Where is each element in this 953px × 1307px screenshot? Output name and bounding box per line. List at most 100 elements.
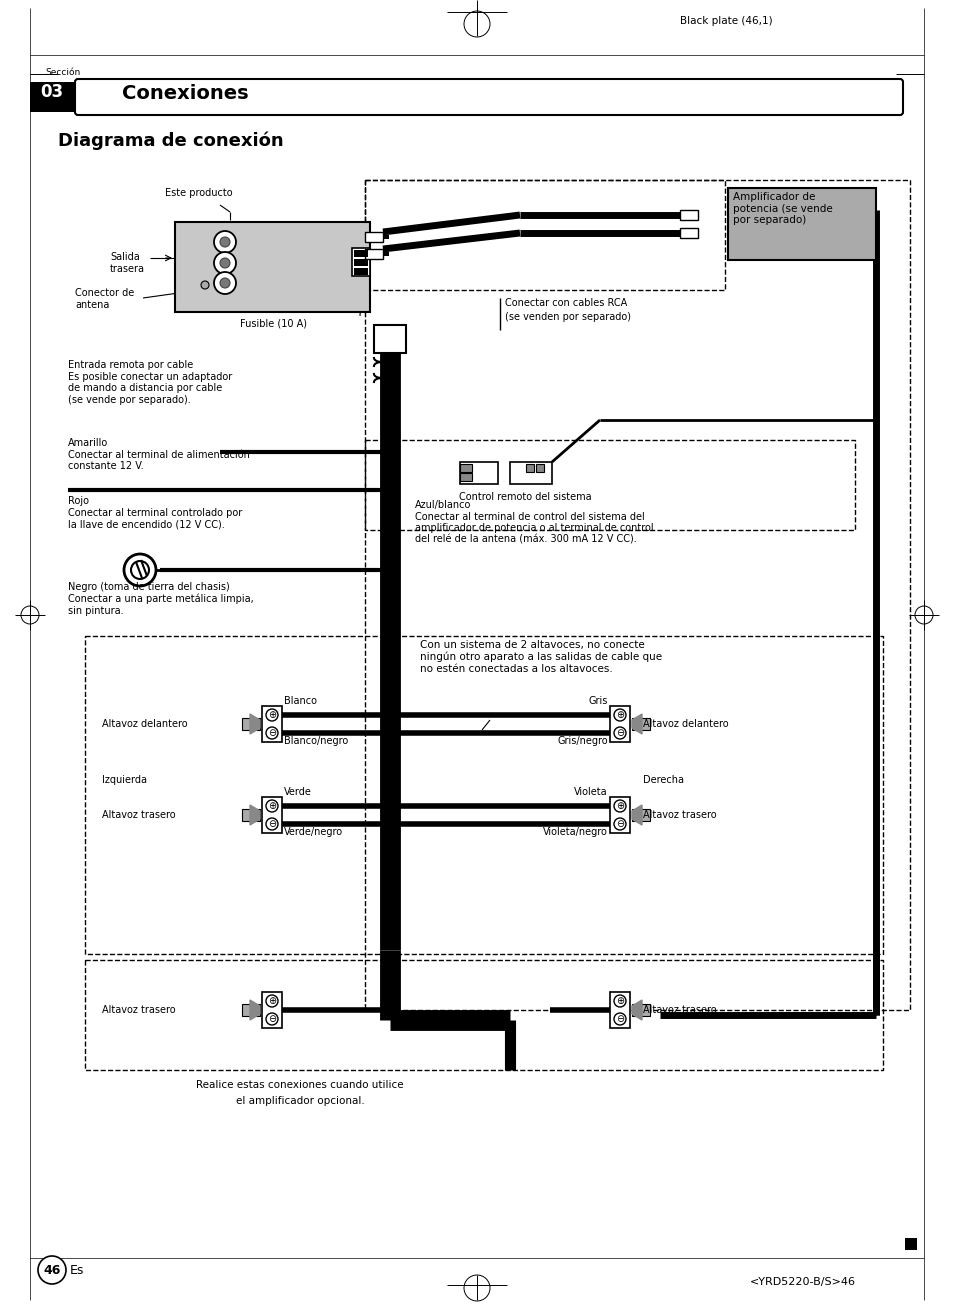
Text: Altavoz trasero: Altavoz trasero [102,810,175,819]
Bar [85,961,882,1070]
Text: Es: Es [70,1264,84,1277]
Bar [382,252,389,256]
Bar [671,231,679,235]
Text: Blanco/negro: Blanco/negro [284,736,348,746]
Bar [609,706,629,742]
Text: 46: 46 [43,1264,61,1277]
Text: ⊖: ⊖ [268,728,275,738]
Text: Violeta/negro: Violeta/negro [542,827,607,836]
Text: Altavoz trasero: Altavoz trasero [642,810,716,819]
Bar [510,461,552,484]
Text: <YRD5220-B/S>46: <YRD5220-B/S>46 [749,1277,855,1287]
Text: Conectar con cables RCA: Conectar con cables RCA [504,298,626,308]
Text: 03: 03 [40,84,64,101]
Text: Este producto: Este producto [165,188,233,197]
Text: ⊖: ⊖ [616,1014,623,1023]
Polygon shape [250,805,260,825]
Bar [354,268,368,274]
Bar [85,637,882,954]
Circle shape [220,257,230,268]
Circle shape [614,1013,625,1025]
Polygon shape [631,805,641,825]
Polygon shape [250,1000,260,1019]
Circle shape [266,818,277,830]
Bar [459,464,472,472]
Circle shape [614,995,625,1006]
Polygon shape [250,714,260,735]
Circle shape [266,800,277,812]
Circle shape [266,708,277,721]
Circle shape [213,231,235,254]
Circle shape [213,252,235,274]
Circle shape [220,278,230,288]
Text: ⊕: ⊕ [616,996,623,1006]
Bar [679,210,698,220]
Text: Negro (toma de tierra del chasis)
Conectar a una parte metálica limpia,
sin pint: Negro (toma de tierra del chasis) Conect… [68,582,253,616]
Bar [679,227,698,238]
Bar [609,992,629,1029]
Bar [459,461,497,484]
Bar [262,992,282,1029]
Circle shape [614,727,625,738]
Text: ⊕: ⊕ [268,710,275,720]
Bar [365,180,909,1010]
Text: Black plate (46,1): Black plate (46,1) [679,16,772,26]
Text: Amarillo
Conectar al terminal de alimentación
constante 12 V.: Amarillo Conectar al terminal de aliment… [68,438,250,472]
Text: ⊖: ⊖ [268,819,275,829]
Text: Derecha: Derecha [642,775,683,786]
Bar [904,1238,916,1249]
Polygon shape [631,714,641,735]
Text: ⊕: ⊕ [616,710,623,720]
Bar [609,797,629,833]
Text: Entrada remota por cable
Es posible conectar un adaptador
de mando a distancia p: Entrada remota por cable Es posible cone… [68,359,232,405]
Bar [525,464,534,472]
Bar [30,82,74,112]
Circle shape [213,272,235,294]
Text: Altavoz trasero: Altavoz trasero [102,1005,175,1016]
Bar [631,718,649,731]
Polygon shape [631,1000,641,1019]
Text: Violeta: Violeta [574,787,607,797]
Text: Diagrama de conexión: Diagrama de conexión [58,132,283,150]
Text: ⊖: ⊖ [268,1014,275,1023]
Bar [262,797,282,833]
Text: Con un sistema de 2 altavoces, no conecte
ningún otro aparato a las salidas de c: Con un sistema de 2 altavoces, no conect… [419,640,661,674]
Text: ⊕: ⊕ [616,801,623,812]
Text: ⊕: ⊕ [268,801,275,812]
Bar [242,718,260,731]
Text: Altavoz trasero: Altavoz trasero [642,1005,716,1016]
Circle shape [38,1256,66,1283]
Text: Verde/negro: Verde/negro [284,827,343,836]
Text: Verde: Verde [284,787,312,797]
Bar [242,809,260,821]
Circle shape [614,818,625,830]
Bar [354,259,368,267]
Bar [382,235,389,239]
Text: Sección: Sección [45,68,80,77]
Text: Rojo
Conectar al terminal controlado por
la llave de encendido (12 V CC).: Rojo Conectar al terminal controlado por… [68,495,242,529]
Text: Conector de
antena: Conector de antena [75,288,134,310]
Bar [262,706,282,742]
Circle shape [266,727,277,738]
Text: ⊖: ⊖ [616,819,623,829]
Text: Gris/negro: Gris/negro [557,736,607,746]
Text: Fusible (10 A): Fusible (10 A) [240,318,307,328]
Bar [242,1004,260,1016]
Circle shape [201,281,209,289]
Bar [365,233,382,242]
Bar [174,222,370,312]
Bar [374,325,406,353]
Bar [365,440,854,531]
Text: Amplificador de
potencia (se vende
por separado): Amplificador de potencia (se vende por s… [732,192,832,225]
Text: Conexiones: Conexiones [122,84,249,103]
Text: Salida
trasera: Salida trasera [110,252,145,273]
Bar [631,1004,649,1016]
Circle shape [614,708,625,721]
Circle shape [266,1013,277,1025]
Text: el amplificador opcional.: el amplificador opcional. [235,1097,364,1106]
Text: Realice estas conexiones cuando utilice: Realice estas conexiones cuando utilice [196,1080,403,1090]
Text: Altavoz delantero: Altavoz delantero [642,719,728,729]
Text: Gris: Gris [588,697,607,706]
Text: (se venden por separado): (se venden por separado) [504,312,630,322]
Text: Altavoz delantero: Altavoz delantero [102,719,188,729]
